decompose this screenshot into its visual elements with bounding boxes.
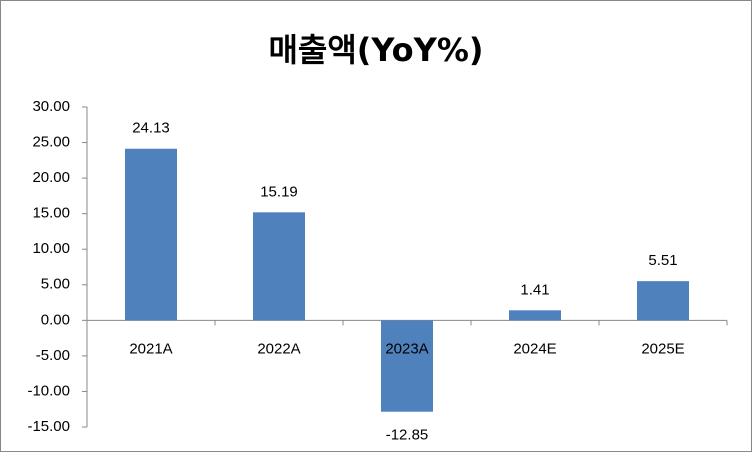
- y-tick-label: 30.00: [32, 98, 70, 115]
- chart-title: 매출액(YoY%): [268, 31, 483, 69]
- data-label: 15.19: [260, 183, 298, 200]
- y-tick-label: -10.00: [27, 382, 70, 399]
- y-tick-label: 15.00: [32, 205, 70, 222]
- x-tick-label: 2022A: [257, 340, 300, 357]
- data-label: -12.85: [386, 427, 429, 444]
- x-tick-label: 2021A: [129, 340, 172, 357]
- y-tick-label: 20.00: [32, 169, 70, 186]
- y-tick-label: 10.00: [32, 240, 70, 257]
- bar: [125, 148, 177, 321]
- y-tick-label: 0.00: [41, 311, 70, 328]
- bar: [381, 320, 433, 412]
- data-label: 1.41: [520, 281, 549, 298]
- data-label: 5.51: [648, 252, 677, 269]
- bar: [509, 310, 561, 321]
- x-tick-label: 2023A: [385, 340, 428, 357]
- y-tick-label: 25.00: [32, 134, 70, 151]
- x-tick-label: 2024E: [513, 340, 556, 357]
- data-label: 24.13: [132, 120, 170, 137]
- bar: [637, 281, 689, 321]
- y-tick-label: -15.00: [27, 418, 70, 435]
- x-tick-label: 2025E: [641, 340, 684, 357]
- y-tick-label: 5.00: [41, 276, 70, 293]
- y-tick-label: -5.00: [36, 347, 70, 364]
- bar: [253, 212, 305, 321]
